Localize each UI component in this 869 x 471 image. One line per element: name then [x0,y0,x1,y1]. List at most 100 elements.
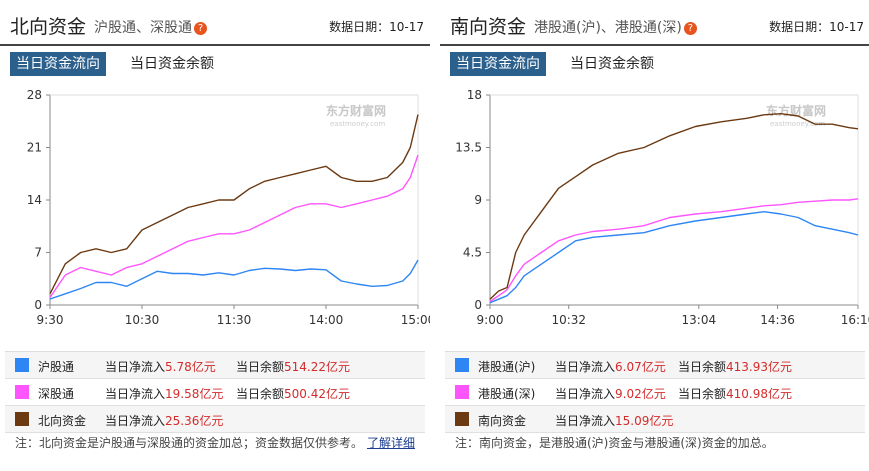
legend-row: 深股通 当日净流入19.58亿元 当日余额500.42亿元 [5,379,425,406]
legend-name: 港股通(沪) [478,360,536,374]
series-line-3 [49,114,419,295]
legend-row: 北向资金 当日净流入25.36亿元 [5,406,425,433]
flow-value: 25.36亿元 [165,414,224,428]
legend-row: 南向资金 当日净流入15.09亿元 [445,406,865,433]
balance-label: 当日余额 [236,360,285,374]
y-tick-label: 7 [34,246,42,260]
panel-subtitle: 沪股通、深股通? [94,17,207,37]
y-tick-label: 21 [27,141,42,155]
legend-balance: 当日余额413.93亿元 [678,358,792,375]
balance-value: 410.98亿元 [726,387,793,401]
legend-flow: 当日净流入9.02亿元 [555,385,666,402]
series-line-3 [489,113,859,300]
balance-label: 当日余额 [678,360,727,374]
legend-table: 港股通(沪) 当日净流入6.07亿元 当日余额413.93亿元 港股通(深) 当… [445,351,865,433]
legend-flow: 当日净流入15.09亿元 [555,412,673,429]
x-tick-label: 14:00 [309,313,344,327]
legend-swatch [455,358,469,372]
southbound-panel: 南向资金 港股通(沪)、港股通(深)? 数据日期：10-17 当日资金流向 当日… [440,0,869,471]
x-tick-label: 9:00 [477,313,504,327]
balance-label: 当日余额 [236,387,285,401]
legend-swatch [15,358,29,372]
legend-row: 港股通(深) 当日净流入9.02亿元 当日余额410.98亿元 [445,379,865,406]
x-tick-label: 9:30 [37,313,64,327]
flow-label: 当日净流入 [555,414,616,428]
legend-swatch [455,412,469,426]
data-date: 数据日期：10-17 [329,18,424,35]
date-value: 10-17 [389,20,424,34]
panel-title: 南向资金 [450,16,527,38]
y-tick-label: 9 [474,193,482,207]
subtitle-text: 港股通(沪)、港股通(深) [534,20,682,36]
x-tick-label: 11:30 [217,313,252,327]
flow-label: 当日净流入 [105,414,166,428]
flow-value: 19.58亿元 [165,387,224,401]
x-tick-label: 14:36 [760,313,795,327]
y-tick-label: 4.5 [463,246,482,260]
northbound-panel: 北向资金 沪股通、深股通? 数据日期：10-17 当日资金流向 当日资金余额 东… [0,0,430,471]
legend-table: 沪股通 当日净流入5.78亿元 当日余额514.22亿元 深股通 当日净流入19… [5,351,425,433]
footnote-text: 注：南向资金，是港股通(沪)资金与港股通(深)资金的加总。 [455,436,774,450]
flow-value: 6.07亿元 [615,360,666,374]
balance-value: 500.42亿元 [284,387,351,401]
legend-flow: 当日净流入19.58亿元 [105,385,223,402]
y-tick-label: 18 [467,88,482,102]
flow-label: 当日净流入 [555,387,616,401]
help-icon[interactable]: ? [683,22,697,35]
footnote: 注：南向资金，是港股通(沪)资金与港股通(深)资金的加总。 [455,434,774,451]
flow-value: 9.02亿元 [615,387,666,401]
series-line-2 [49,154,419,298]
flow-value: 15.09亿元 [615,414,674,428]
panel-header: 北向资金 沪股通、深股通? 数据日期：10-17 [0,0,430,46]
legend-name: 港股通(深) [478,387,536,401]
series-line-1 [49,259,419,300]
subtitle-text: 沪股通、深股通 [94,20,192,36]
date-label: 数据日期： [329,20,390,34]
x-tick-label: 10:32 [551,313,586,327]
y-tick-label: 13.5 [455,141,482,155]
balance-value: 514.22亿元 [284,360,351,374]
legend-flow: 当日净流入25.36亿元 [105,412,223,429]
watermark-url: eastmoney.com [770,120,825,128]
legend-name: 深股通 [38,387,75,401]
legend-row: 沪股通 当日净流入5.78亿元 当日余额514.22亿元 [5,352,425,379]
watermark-url: eastmoney.com [330,120,385,128]
footnote: 注：北向资金是沪股通与深股通的资金加总；资金数据仅供参考。 了解详细 [15,434,415,451]
tab-daily-flow[interactable]: 当日资金流向 [450,52,546,76]
data-date: 数据日期：10-17 [769,18,864,35]
legend-flow: 当日净流入5.78亿元 [105,358,216,375]
tab-daily-balance[interactable]: 当日资金余额 [570,56,654,72]
series-line-2 [489,198,859,303]
learn-more-link[interactable]: 了解详细 [367,436,416,450]
northbound-chart: 东方财富网 eastmoney.com 0 7 14 21 28 9:30 10:30 11:30… [27,88,430,327]
x-tick-label: 13:04 [682,313,717,327]
flow-label: 当日净流入 [105,360,166,374]
legend-swatch [15,412,29,426]
y-tick-label: 0 [474,298,482,312]
y-tick-label: 0 [34,298,42,312]
legend-name: 沪股通 [38,360,75,374]
date-value: 10-17 [829,20,864,34]
legend-flow: 当日净流入6.07亿元 [555,358,666,375]
flow-value: 5.78亿元 [165,360,216,374]
x-tick-label: 15:00 [401,313,430,327]
tab-daily-balance[interactable]: 当日资金余额 [130,56,214,72]
balance-value: 413.93亿元 [726,360,793,374]
tab-daily-flow[interactable]: 当日资金流向 [10,52,106,76]
help-icon[interactable]: ? [194,22,207,35]
watermark: 东方财富网 [326,103,386,118]
y-tick-label: 28 [27,88,42,102]
legend-swatch [455,385,469,399]
legend-balance: 当日余额514.22亿元 [236,358,350,375]
legend-swatch [15,385,29,399]
legend-row: 港股通(沪) 当日净流入6.07亿元 当日余额413.93亿元 [445,352,865,379]
flow-label: 当日净流入 [555,360,616,374]
legend-balance: 当日余额500.42亿元 [236,385,350,402]
legend-name: 北向资金 [38,414,87,428]
panel-title: 北向资金 [10,16,87,38]
date-label: 数据日期： [769,20,830,34]
balance-label: 当日余额 [678,387,727,401]
panel-header: 南向资金 港股通(沪)、港股通(深)? 数据日期：10-17 [440,0,869,46]
legend-balance: 当日余额410.98亿元 [678,385,792,402]
